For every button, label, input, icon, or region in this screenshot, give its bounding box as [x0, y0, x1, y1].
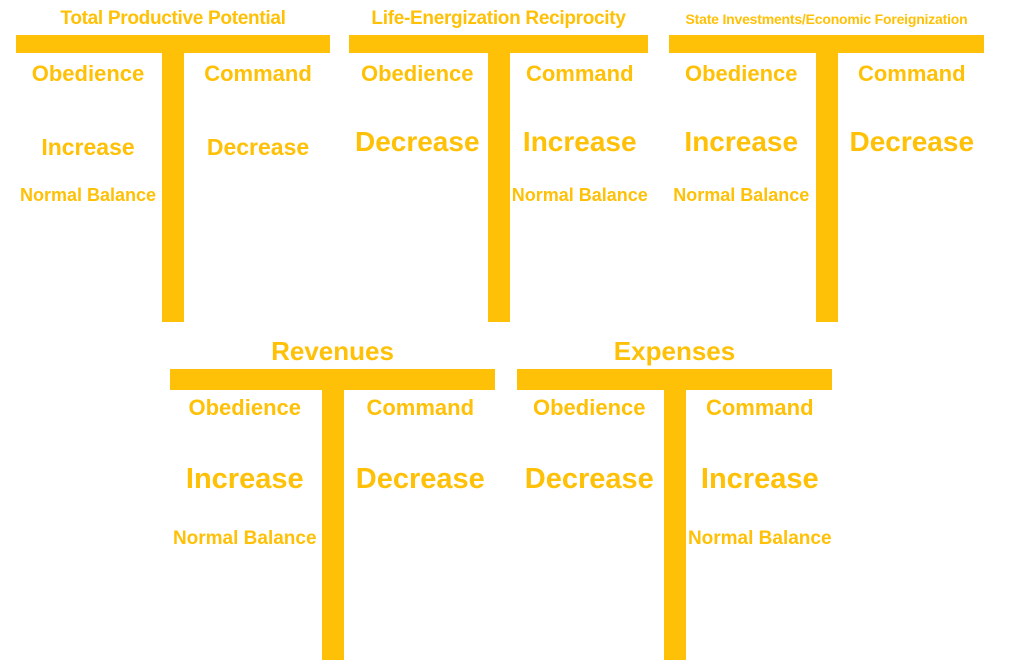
command-change-label: Increase [522, 126, 637, 157]
command-normal-balance: Normal Balance [687, 528, 832, 549]
command-header: Command [705, 395, 814, 420]
t-account-expenses: Expenses Obedience Decrease Command Incr… [517, 336, 832, 660]
account-title: Revenues [271, 336, 394, 366]
obedience-column: Obedience Decrease [517, 389, 662, 660]
obedience-normal-balance: Normal Balance [172, 528, 317, 549]
command-column: Command Increase Normal Balance [512, 53, 649, 322]
t-account-revenues: Revenues Obedience Increase Normal Balan… [170, 336, 495, 660]
account-title: Expenses [613, 336, 736, 366]
account-title: State Investments/Economic Foreignizatio… [685, 11, 968, 27]
account-title: Life-Energization Reciprocity [371, 8, 626, 29]
t-bar-vertical [663, 369, 686, 660]
command-header: Command [525, 61, 634, 86]
obedience-header: Obedience [685, 61, 798, 86]
obedience-change-label: Decrease [354, 126, 480, 157]
obedience-header: Obedience [361, 61, 474, 86]
t-bar-vertical [487, 35, 510, 322]
obedience-column: Obedience Increase Normal Balance [669, 53, 814, 322]
command-change-label: Decrease [355, 463, 485, 495]
command-header: Command [366, 395, 475, 420]
obedience-header: Obedience [31, 61, 145, 86]
command-header: Command [204, 61, 312, 86]
t-bar-vertical [815, 35, 838, 322]
command-change-label: Decrease [206, 134, 310, 160]
obedience-change-label: Increase [41, 134, 135, 160]
obedience-header: Obedience [533, 395, 646, 420]
command-header: Command [857, 61, 966, 86]
obedience-normal-balance: Normal Balance [19, 185, 157, 205]
command-change-label: Decrease [849, 126, 975, 157]
t-account-total-productive-potential: Total Productive Potential Obedience Inc… [16, 6, 330, 322]
obedience-change-label: Increase [684, 126, 799, 157]
t-bar-vertical [321, 369, 344, 660]
command-column: Command Decrease [186, 53, 330, 322]
obedience-column: Obedience Increase Normal Balance [16, 53, 160, 322]
command-normal-balance: Normal Balance [511, 185, 648, 205]
obedience-column: Obedience Decrease [349, 53, 486, 322]
account-title: Total Productive Potential [60, 8, 286, 29]
command-change-label: Increase [700, 463, 819, 495]
command-column: Command Decrease [346, 389, 496, 660]
command-column: Command Decrease [840, 53, 985, 322]
t-account-state-investments-economic-foreignization: State Investments/Economic Foreignizatio… [669, 6, 984, 322]
t-bar-vertical [162, 35, 184, 322]
t-account-life-energization-reciprocity: Life-Energization Reciprocity Obedience … [349, 6, 648, 322]
obedience-column: Obedience Increase Normal Balance [170, 389, 320, 660]
obedience-change-label: Increase [185, 463, 304, 495]
command-column: Command Increase Normal Balance [688, 389, 833, 660]
obedience-normal-balance: Normal Balance [673, 185, 810, 205]
obedience-change-label: Decrease [524, 463, 654, 495]
obedience-header: Obedience [188, 395, 301, 420]
